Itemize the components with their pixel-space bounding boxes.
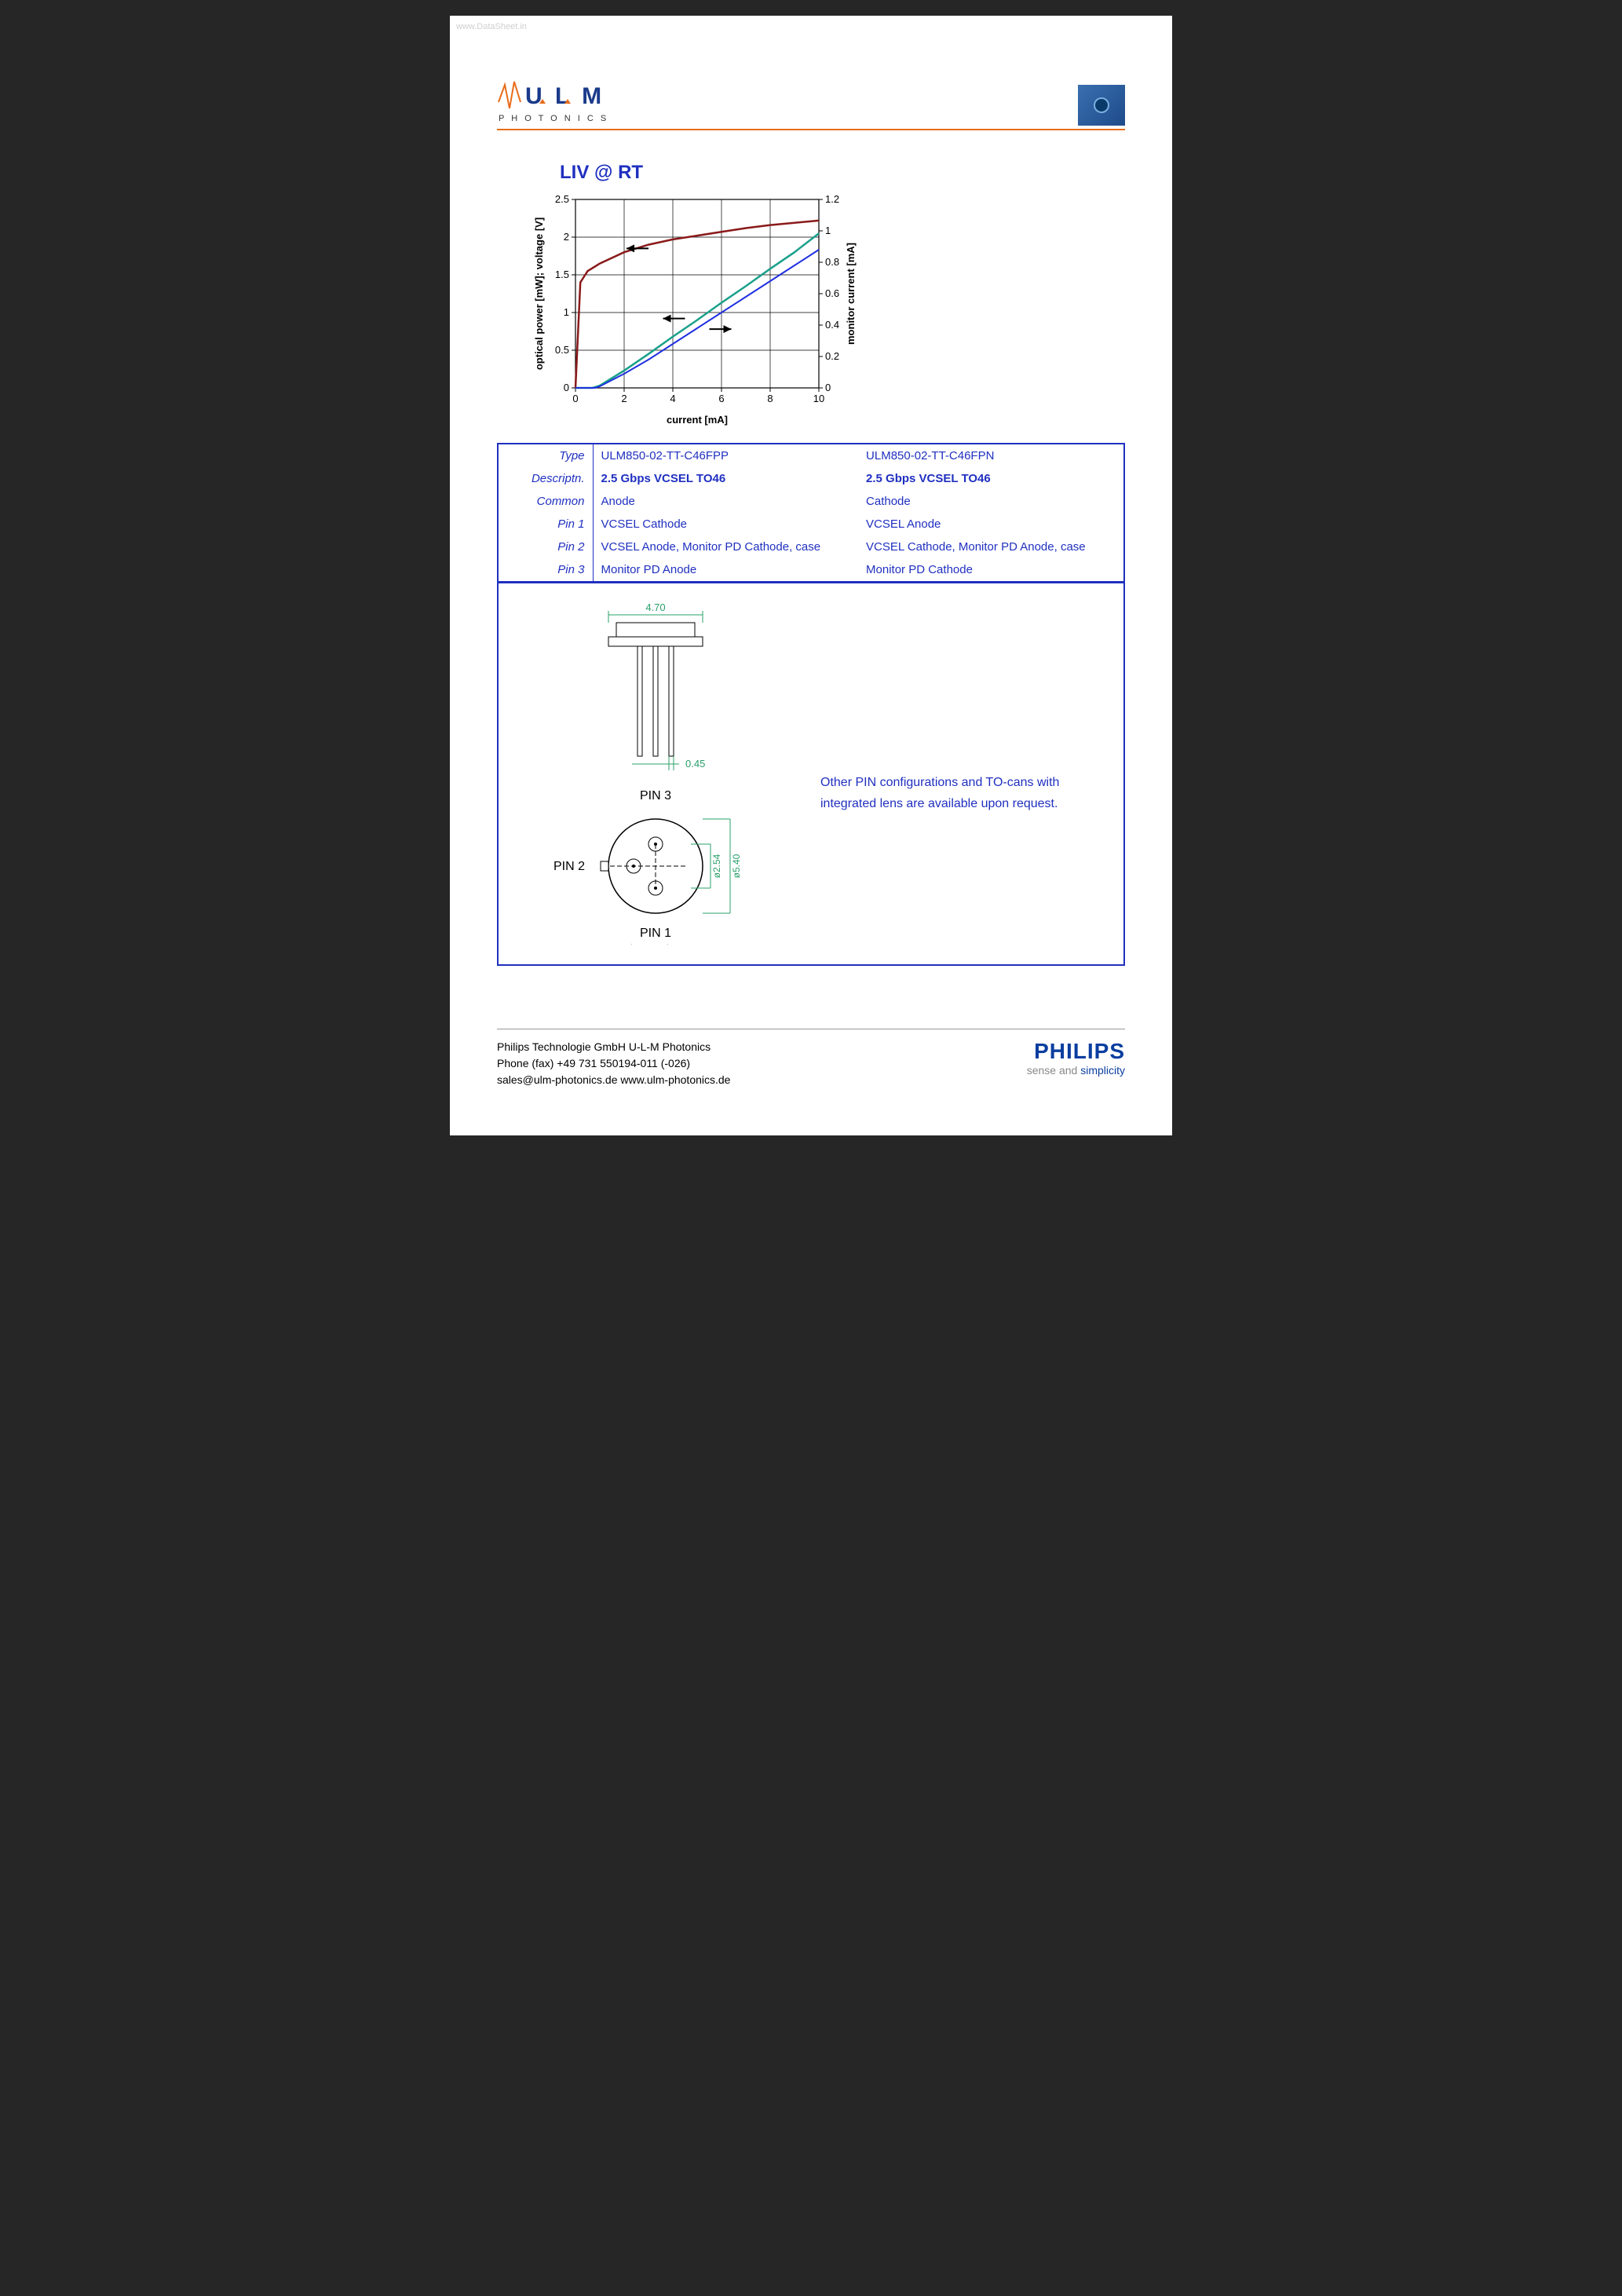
spec-value: VCSEL Anode, Monitor PD Cathode, case xyxy=(593,536,858,558)
svg-text:PIN 3: PIN 3 xyxy=(640,789,671,803)
svg-text:0.8: 0.8 xyxy=(825,256,839,268)
svg-text:0.5: 0.5 xyxy=(555,344,569,356)
spec-label: Type xyxy=(499,444,593,467)
page: www.DataSheet.in U L M P H O T O N I C S… xyxy=(450,16,1172,1135)
spec-label: Pin 2 xyxy=(499,536,593,558)
svg-text:2.5: 2.5 xyxy=(555,193,569,205)
spec-value: Monitor PD Anode xyxy=(593,558,858,581)
svg-text:10: 10 xyxy=(813,393,824,404)
footer-line: Philips Technologie GmbH U-L-M Photonics xyxy=(497,1039,730,1055)
svg-text:1: 1 xyxy=(564,306,569,318)
watermark: www.DataSheet.in xyxy=(456,22,527,31)
ulm-logo: U L M P H O T O N I C S xyxy=(497,79,630,126)
svg-text:1.5: 1.5 xyxy=(555,269,569,280)
chart-title: LIV @ RT xyxy=(560,162,1125,184)
spec-value: 2.5 Gbps VCSEL TO46 xyxy=(593,467,858,490)
philips-wordmark: PHILIPS xyxy=(1027,1039,1125,1064)
svg-text:bottom view: bottom view xyxy=(630,942,681,945)
svg-text:0: 0 xyxy=(564,382,569,393)
package-diagram: 4.70 0.45 PIN 3 ø2.54 ø5.40 PIN 2 PIN 1 bottom … xyxy=(514,599,797,949)
logo-letters: U L M xyxy=(525,83,605,109)
tagline-b: simplicity xyxy=(1080,1064,1125,1077)
svg-text:PIN 2: PIN 2 xyxy=(553,860,585,873)
svg-text:monitor current [mA]: monitor current [mA] xyxy=(845,243,857,345)
svg-text:PIN 1: PIN 1 xyxy=(640,927,671,940)
svg-text:0.6: 0.6 xyxy=(825,287,839,299)
svg-text:optical power [mW]; voltage [V: optical power [mW]; voltage [V] xyxy=(533,218,545,370)
svg-text:0.4: 0.4 xyxy=(825,319,839,331)
svg-text:8: 8 xyxy=(767,393,773,404)
svg-text:ø2.54: ø2.54 xyxy=(711,854,722,878)
svg-text:0.2: 0.2 xyxy=(825,350,839,362)
svg-text:0: 0 xyxy=(572,393,578,404)
svg-text:0: 0 xyxy=(825,382,831,393)
config-note: Other PIN configurations and TO-cans wit… xyxy=(820,599,1108,949)
footer-contact: Philips Technologie GmbH U-L-M Photonics… xyxy=(497,1039,730,1088)
header-badge xyxy=(1078,85,1125,126)
page-footer: Philips Technologie GmbH U-L-M Photonics… xyxy=(497,1029,1125,1088)
liv-chart: 024681000.511.522.500.20.40.60.811.2curr… xyxy=(528,192,858,427)
philips-logo: PHILIPS sense and simplicity xyxy=(1027,1039,1125,1077)
footer-line: sales@ulm-photonics.de www.ulm-photonics… xyxy=(497,1072,730,1088)
svg-text:0.45: 0.45 xyxy=(685,758,705,770)
chart-section: LIV @ RT 024681000.511.522.500.20.40.60.… xyxy=(528,162,1125,427)
spec-label: Pin 1 xyxy=(499,513,593,536)
spec-value: Anode xyxy=(593,490,858,513)
svg-text:1.2: 1.2 xyxy=(825,193,839,205)
philips-tagline: sense and simplicity xyxy=(1027,1064,1125,1077)
svg-text:6: 6 xyxy=(718,393,724,404)
spec-value: ULM850-02-TT-C46FPN xyxy=(858,444,1123,467)
diagram-section: 4.70 0.45 PIN 3 ø2.54 ø5.40 PIN 2 PIN 1 bottom … xyxy=(497,583,1125,966)
svg-text:current [mA]: current [mA] xyxy=(667,414,728,426)
spec-label: Pin 3 xyxy=(499,558,593,581)
footer-line: Phone (fax) +49 731 550194-011 (-026) xyxy=(497,1055,730,1072)
page-header: U L M P H O T O N I C S xyxy=(497,79,1125,130)
svg-text:2: 2 xyxy=(621,393,627,404)
svg-text:2: 2 xyxy=(564,231,569,243)
svg-text:4.70: 4.70 xyxy=(645,601,665,613)
spec-value: ULM850-02-TT-C46FPP xyxy=(593,444,858,467)
svg-text:4: 4 xyxy=(670,393,675,404)
tagline-a: sense and xyxy=(1027,1064,1081,1077)
spec-table: TypeULM850-02-TT-C46FPPULM850-02-TT-C46F… xyxy=(497,443,1125,583)
spec-value: VCSEL Cathode, Monitor PD Anode, case xyxy=(858,536,1123,558)
svg-text:ø5.40: ø5.40 xyxy=(731,854,742,878)
spec-value: VCSEL Anode xyxy=(858,513,1123,536)
spec-value: Monitor PD Cathode xyxy=(858,558,1123,581)
spec-value: Cathode xyxy=(858,490,1123,513)
spec-value: VCSEL Cathode xyxy=(593,513,858,536)
spec-label: Descriptn. xyxy=(499,467,593,490)
spec-value: 2.5 Gbps VCSEL TO46 xyxy=(858,467,1123,490)
spec-label: Common xyxy=(499,490,593,513)
svg-text:1: 1 xyxy=(825,225,831,236)
logo-sub: P H O T O N I C S xyxy=(499,114,608,123)
